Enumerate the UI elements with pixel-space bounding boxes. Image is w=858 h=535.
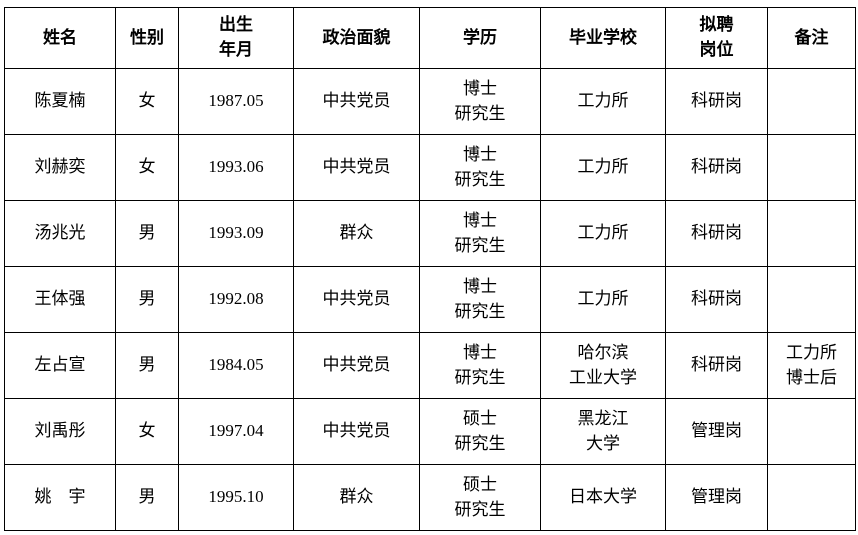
cell-position: 科研岗 <box>665 200 768 267</box>
column-header-name: 姓名 <box>4 7 116 69</box>
cell-remarks: 工力所 博士后 <box>767 332 856 399</box>
column-header-birthdate: 出生 年月 <box>178 7 294 69</box>
cell-political-status: 中共党员 <box>293 134 420 201</box>
cell-political-status: 中共党员 <box>293 68 420 135</box>
cell-birthdate: 1984.05 <box>178 332 294 399</box>
cell-gender: 男 <box>115 464 179 531</box>
cell-political-status: 群众 <box>293 200 420 267</box>
table-row: 陈夏楠 女 1987.05 中共党员 博士 研究生 工力所 科研岗 <box>4 68 856 135</box>
cell-name: 刘禹彤 <box>4 398 116 465</box>
cell-gender: 男 <box>115 332 179 399</box>
cell-birthdate: 1997.04 <box>178 398 294 465</box>
cell-position: 科研岗 <box>665 134 768 201</box>
cell-name: 汤兆光 <box>4 200 116 267</box>
table-row: 刘禹彤 女 1997.04 中共党员 硕士 研究生 黑龙江 大学 管理岗 <box>4 398 856 465</box>
cell-education: 博士 研究生 <box>419 68 541 135</box>
cell-education: 硕士 研究生 <box>419 464 541 531</box>
cell-school: 工力所 <box>540 134 666 201</box>
cell-position: 管理岗 <box>665 464 768 531</box>
cell-gender: 女 <box>115 398 179 465</box>
cell-political-status: 中共党员 <box>293 332 420 399</box>
cell-remarks <box>767 134 856 201</box>
cell-school: 哈尔滨 工业大学 <box>540 332 666 399</box>
column-header-political-status: 政治面貌 <box>293 7 420 69</box>
cell-gender: 男 <box>115 200 179 267</box>
table-header-row: 姓名 性别 出生 年月 政治面貌 学历 毕业学校 拟聘 岗位 备注 <box>4 7 856 69</box>
cell-school: 工力所 <box>540 200 666 267</box>
cell-gender: 男 <box>115 266 179 333</box>
cell-political-status: 中共党员 <box>293 266 420 333</box>
cell-birthdate: 1995.10 <box>178 464 294 531</box>
cell-position: 管理岗 <box>665 398 768 465</box>
personnel-table: 姓名 性别 出生 年月 政治面貌 学历 毕业学校 拟聘 岗位 备注 陈夏楠 女 … <box>4 7 856 531</box>
cell-remarks <box>767 200 856 267</box>
cell-birthdate: 1993.06 <box>178 134 294 201</box>
table-row: 左占宣 男 1984.05 中共党员 博士 研究生 哈尔滨 工业大学 科研岗 工… <box>4 332 856 399</box>
table-row: 姚 宇 男 1995.10 群众 硕士 研究生 日本大学 管理岗 <box>4 464 856 531</box>
cell-name: 刘赫奕 <box>4 134 116 201</box>
column-header-education: 学历 <box>419 7 541 69</box>
cell-position: 科研岗 <box>665 332 768 399</box>
cell-name: 王体强 <box>4 266 116 333</box>
cell-education: 博士 研究生 <box>419 200 541 267</box>
cell-remarks <box>767 398 856 465</box>
column-header-gender: 性别 <box>115 7 179 69</box>
cell-name: 左占宣 <box>4 332 116 399</box>
cell-education: 博士 研究生 <box>419 134 541 201</box>
cell-education: 博士 研究生 <box>419 332 541 399</box>
cell-name: 姚 宇 <box>4 464 116 531</box>
table-row: 王体强 男 1992.08 中共党员 博士 研究生 工力所 科研岗 <box>4 266 856 333</box>
table-row: 汤兆光 男 1993.09 群众 博士 研究生 工力所 科研岗 <box>4 200 856 267</box>
cell-school: 工力所 <box>540 68 666 135</box>
cell-birthdate: 1992.08 <box>178 266 294 333</box>
cell-remarks <box>767 464 856 531</box>
column-header-remarks: 备注 <box>767 7 856 69</box>
cell-position: 科研岗 <box>665 68 768 135</box>
column-header-school: 毕业学校 <box>540 7 666 69</box>
cell-political-status: 中共党员 <box>293 398 420 465</box>
cell-school: 黑龙江 大学 <box>540 398 666 465</box>
cell-birthdate: 1993.09 <box>178 200 294 267</box>
column-header-position: 拟聘 岗位 <box>665 7 768 69</box>
cell-gender: 女 <box>115 68 179 135</box>
table-row: 刘赫奕 女 1993.06 中共党员 博士 研究生 工力所 科研岗 <box>4 134 856 201</box>
cell-position: 科研岗 <box>665 266 768 333</box>
cell-education: 硕士 研究生 <box>419 398 541 465</box>
cell-school: 日本大学 <box>540 464 666 531</box>
cell-gender: 女 <box>115 134 179 201</box>
cell-remarks <box>767 266 856 333</box>
cell-education: 博士 研究生 <box>419 266 541 333</box>
cell-political-status: 群众 <box>293 464 420 531</box>
cell-school: 工力所 <box>540 266 666 333</box>
cell-birthdate: 1987.05 <box>178 68 294 135</box>
cell-name: 陈夏楠 <box>4 68 116 135</box>
cell-remarks <box>767 68 856 135</box>
